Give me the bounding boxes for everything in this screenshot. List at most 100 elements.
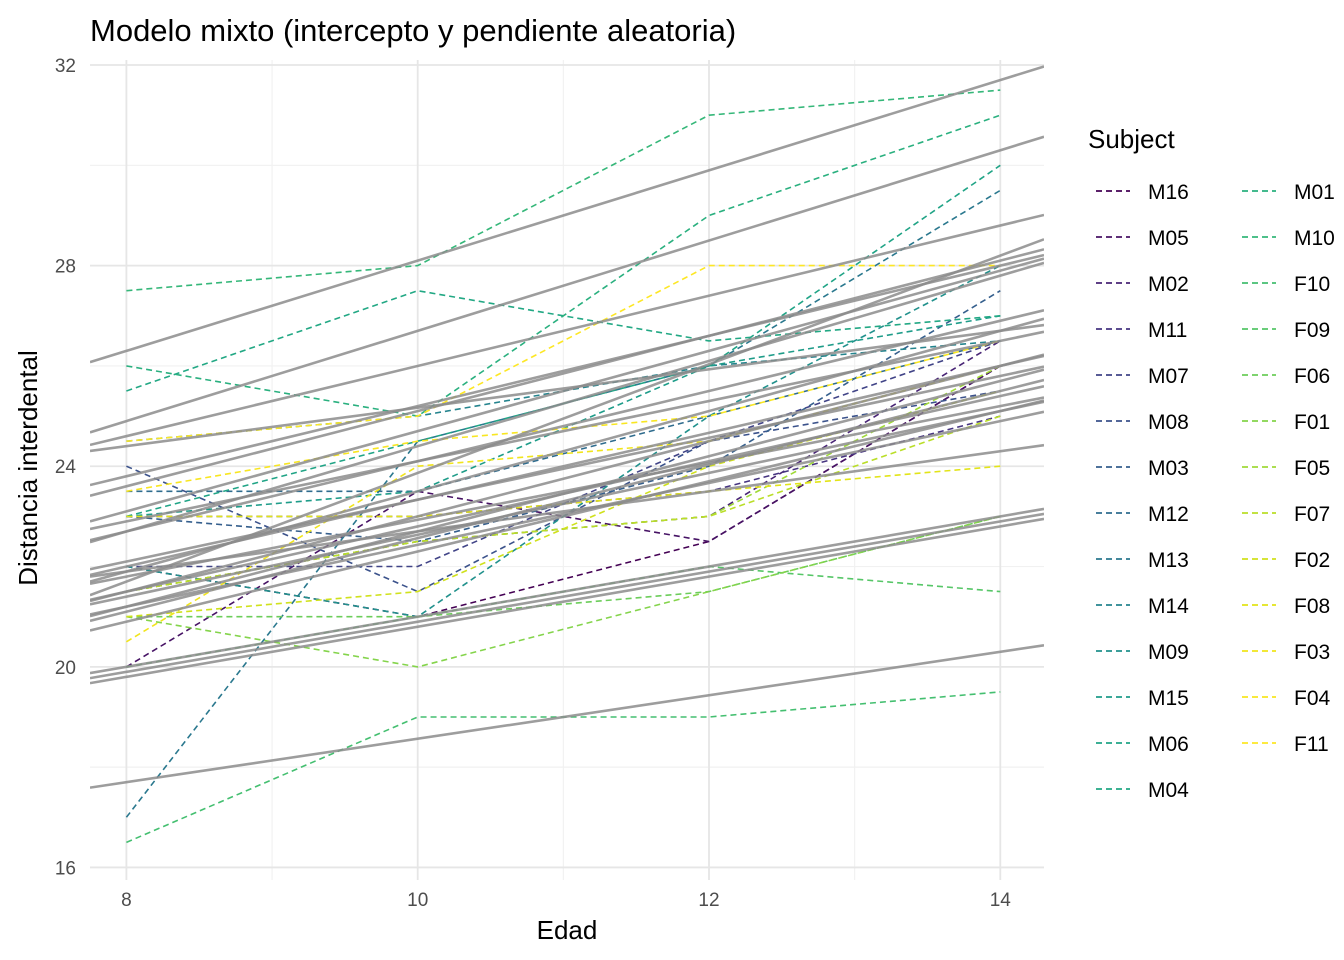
fitted-line-f08: [90, 443, 1044, 578]
legend-label: M03: [1148, 457, 1189, 480]
legend-item-m07: M07: [1096, 365, 1189, 388]
legend-label: F01: [1294, 411, 1330, 434]
fitted-line-m15: [90, 248, 1044, 497]
legend-label: F10: [1294, 273, 1330, 296]
fitted-line-f01: [90, 517, 1044, 685]
legend-item-m12: M12: [1096, 503, 1189, 526]
fitted-line-f06: [90, 512, 1044, 680]
chart-title: Modelo mixto (intercepto y pendiente ale…: [90, 13, 736, 48]
fitted-line-m01: [90, 135, 1044, 434]
fitted-line-f07: [90, 400, 1044, 606]
x-axis-title: Edad: [537, 915, 598, 945]
legend-item-m10: M10: [1242, 227, 1335, 250]
legend-label: F03: [1294, 641, 1330, 664]
legend-item-m11: M11: [1096, 319, 1187, 342]
y-tick-label: 28: [55, 257, 76, 278]
fitted-line-m13: [90, 238, 1044, 597]
legend-item-m16: M16: [1096, 181, 1189, 204]
legend-item-f03: F03: [1242, 641, 1330, 664]
fitted-line-m12: [90, 308, 1044, 542]
grid-minor: [90, 60, 1044, 880]
legend-label: M04: [1148, 779, 1189, 802]
legend-label: M02: [1148, 273, 1189, 296]
y-tick-label: 24: [55, 457, 77, 478]
legend-label: F05: [1294, 457, 1330, 480]
legend-item-m05: M05: [1096, 227, 1189, 250]
x-axis-ticks: 8 10 12 14: [121, 890, 1011, 911]
y-axis-ticks: 16 20 24 28 32: [55, 56, 77, 879]
observed-line-f11: [126, 264, 1001, 442]
observed-line-f08: [126, 465, 1001, 518]
legend-label: M15: [1148, 687, 1189, 710]
fitted-line-f03: [90, 354, 1044, 577]
legend-label: F02: [1294, 549, 1330, 572]
legend-label: F06: [1294, 365, 1330, 388]
x-tick-label: 14: [990, 890, 1012, 911]
y-tick-label: 32: [55, 56, 76, 77]
legend-label: M13: [1148, 549, 1189, 572]
legend-label: F07: [1294, 503, 1330, 526]
legend-label: M01: [1294, 181, 1335, 204]
legend-item-f05: F05: [1242, 457, 1330, 480]
legend-item-m14: M14: [1096, 595, 1189, 618]
observed-line-m01: [126, 114, 1001, 417]
fitted-line-m06: [90, 257, 1044, 523]
legend: Subject M16 M05 M02 M11 M07 M08 M03 M12 M13 M14 M0…: [1088, 124, 1335, 802]
legend-item-m02: M02: [1096, 273, 1189, 296]
legend-item-m01: M01: [1242, 181, 1335, 204]
legend-item-f08: F08: [1242, 595, 1330, 618]
legend-label: M16: [1148, 181, 1189, 204]
fitted-line-f11: [90, 253, 1044, 487]
fitted-line-m04: [90, 213, 1044, 447]
legend-item-f02: F02: [1242, 549, 1330, 572]
legend-label: M11: [1148, 319, 1187, 342]
legend-label: M05: [1148, 227, 1189, 250]
fitted-lines: [90, 65, 1044, 789]
legend-label: M06: [1148, 733, 1189, 756]
legend-label: M07: [1148, 365, 1189, 388]
fitted-line-m14: [90, 323, 1044, 453]
legend-label: F11: [1294, 733, 1329, 756]
y-axis-title: Distancia interdental: [13, 350, 43, 586]
fitted-line-f05: [90, 384, 1044, 602]
legend-title: Subject: [1088, 124, 1175, 154]
legend-label: F08: [1294, 595, 1330, 618]
grid-major: [90, 60, 1044, 880]
legend-item-m03: M03: [1096, 457, 1189, 480]
x-tick-label: 10: [407, 890, 428, 911]
legend-label: M12: [1148, 503, 1189, 526]
legend-label: M09: [1148, 641, 1189, 664]
fitted-line-m10: [90, 65, 1044, 364]
legend-item-m09: M09: [1096, 641, 1189, 664]
fitted-line-f09: [90, 507, 1044, 675]
legend-item-m06: M06: [1096, 733, 1189, 756]
legend-item-m13: M13: [1096, 549, 1189, 572]
fitted-line-f04: [90, 330, 1044, 531]
legend-label: M10: [1294, 227, 1335, 250]
legend-item-m04: M04: [1096, 779, 1189, 802]
legend-item-f06: F06: [1242, 365, 1330, 388]
observed-line-f04: [126, 340, 1001, 493]
y-tick-label: 20: [55, 658, 76, 679]
legend-item-m08: M08: [1096, 411, 1189, 434]
x-tick-label: 8: [121, 890, 132, 911]
legend-item-f10: F10: [1242, 273, 1330, 296]
legend-item-f11: F11: [1242, 733, 1329, 756]
legend-item-m15: M15: [1096, 687, 1189, 710]
x-tick-label: 12: [698, 890, 719, 911]
legend-label: F04: [1294, 687, 1331, 710]
observed-line-f02: [126, 390, 1001, 618]
legend-label: F09: [1294, 319, 1330, 342]
legend-label: M08: [1148, 411, 1189, 434]
fitted-line-m16: [90, 399, 1044, 632]
fitted-line-f02: [90, 410, 1044, 616]
legend-item-f01: F01: [1242, 411, 1330, 434]
observed-line-f06: [126, 515, 1001, 618]
fitted-line-m07: [90, 353, 1044, 603]
legend-label: M14: [1148, 595, 1189, 618]
legend-item-f04: F04: [1242, 687, 1331, 710]
legend-item-f07: F07: [1242, 503, 1330, 526]
fitted-line-f10: [90, 643, 1044, 789]
fitted-line-m11: [90, 396, 1044, 585]
